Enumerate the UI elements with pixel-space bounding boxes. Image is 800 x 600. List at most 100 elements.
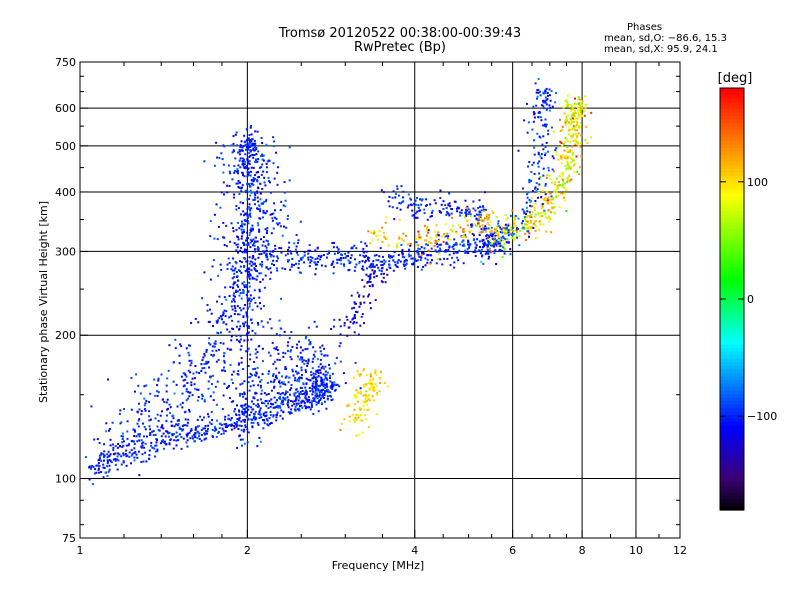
phase-point (461, 236, 463, 239)
phase-point (174, 338, 177, 341)
phase-point (280, 200, 283, 203)
phase-point (276, 255, 279, 258)
phase-point (289, 400, 292, 402)
phase-point (254, 348, 257, 351)
phase-point (489, 244, 492, 247)
phase-point (247, 160, 249, 163)
phase-point (188, 431, 191, 434)
phase-point (207, 380, 210, 383)
phase-point (547, 209, 550, 212)
phase-point (256, 176, 259, 179)
phase-point (240, 271, 243, 274)
colorbar-step (720, 88, 744, 93)
phase-point (578, 102, 581, 105)
phase-point (493, 252, 496, 255)
phase-point (537, 153, 540, 156)
phase-point (532, 111, 535, 114)
phase-point (522, 187, 524, 190)
phase-point (339, 325, 342, 328)
phase-point (574, 143, 577, 146)
phases-x-stats: mean, sd,X: 95.9, 24.1 (604, 44, 718, 55)
phase-point (287, 400, 290, 403)
phase-point (281, 234, 284, 237)
phase-point (252, 244, 254, 247)
phase-point (453, 266, 456, 269)
phase-point (144, 402, 147, 405)
phase-point (130, 376, 133, 379)
phase-point (226, 328, 229, 331)
phase-point (123, 408, 125, 410)
phase-point (222, 369, 225, 372)
phase-point (538, 177, 541, 180)
phase-point (212, 259, 215, 262)
phase-point (282, 381, 285, 384)
phase-point (120, 421, 123, 424)
phase-point (111, 443, 114, 446)
phase-point (579, 145, 582, 148)
phase-point (287, 259, 290, 262)
phase-point (551, 155, 554, 158)
phase-point (252, 408, 255, 411)
phase-point (437, 234, 440, 237)
phase-point (538, 184, 541, 187)
phase-point (396, 244, 399, 247)
phase-point (312, 412, 315, 415)
phase-point (307, 249, 310, 252)
colorbar-step (720, 436, 744, 441)
phase-point (119, 422, 122, 425)
phase-point (536, 188, 539, 191)
phase-point (251, 276, 254, 279)
phase-point (304, 348, 307, 351)
phase-point (249, 385, 252, 388)
colorbar-step (720, 232, 744, 237)
phase-point (241, 184, 244, 187)
phase-point (185, 347, 188, 350)
phase-point (573, 109, 576, 112)
phase-point (431, 259, 433, 262)
phase-point (580, 104, 583, 107)
phase-point (275, 346, 278, 349)
phase-point (514, 219, 516, 222)
phase-point (429, 261, 432, 264)
phase-point (229, 348, 232, 351)
phase-point (180, 436, 183, 439)
phase-point (223, 382, 226, 385)
phase-point (346, 404, 349, 407)
phase-point (217, 358, 220, 361)
phase-point (223, 244, 226, 246)
colorbar-tick-label: −100 (747, 410, 777, 423)
phase-point (456, 206, 459, 209)
phase-point (505, 229, 508, 232)
phase-point (246, 299, 249, 302)
phase-point (501, 231, 504, 234)
phase-point (262, 419, 264, 421)
phase-point (381, 260, 384, 263)
phase-point (571, 128, 574, 131)
phase-point (224, 426, 227, 429)
phase-point (413, 203, 416, 206)
phase-point (480, 209, 483, 212)
phase-point (435, 224, 438, 227)
phase-point (138, 435, 141, 438)
phase-point (264, 228, 267, 231)
phase-point (235, 249, 238, 252)
phase-point (325, 390, 328, 392)
colorbar-step (720, 214, 744, 219)
phase-point (365, 390, 368, 393)
phase-point (237, 238, 240, 241)
phase-point (248, 277, 251, 280)
phase-point (448, 253, 451, 256)
phase-point (314, 273, 317, 276)
phase-point (243, 219, 246, 222)
phase-point (259, 407, 262, 410)
phase-point (368, 293, 371, 296)
phase-point (540, 207, 543, 210)
phase-point (248, 206, 250, 209)
phase-point (521, 225, 524, 228)
phase-point (369, 277, 372, 280)
phase-point (269, 277, 272, 280)
phase-point (156, 450, 159, 453)
phase-point (572, 152, 574, 154)
phase-point (320, 380, 323, 383)
phase-point (398, 236, 401, 239)
